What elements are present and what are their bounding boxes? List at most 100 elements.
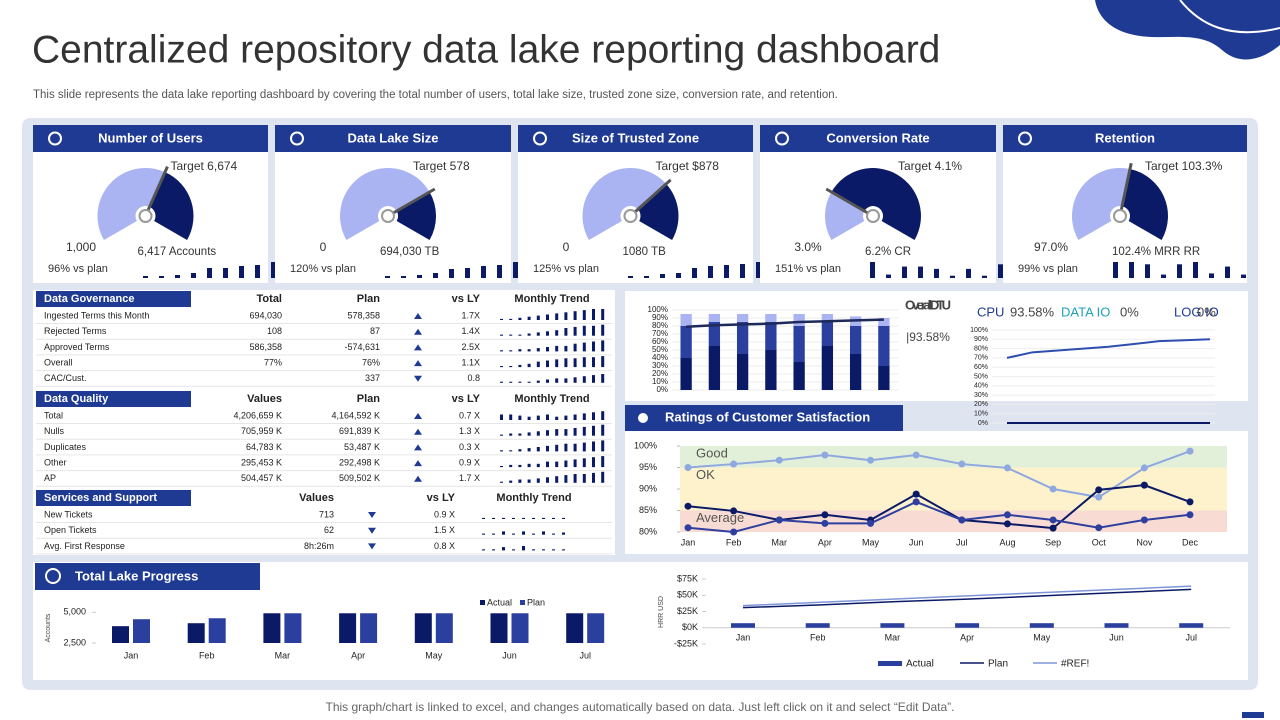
bar [587,613,605,643]
y-tick-label: 10% [974,411,988,418]
series-point [1049,516,1057,524]
card-header [33,125,268,152]
trend-bar [564,429,568,436]
bar [263,613,281,643]
cell: 4,206,659 K [233,410,282,420]
stack-segment [821,322,834,346]
direction-arrow [368,527,376,534]
value-label: 694,030 TB [380,246,440,258]
x-tick-label: Feb [726,537,742,547]
dtu-title: Overall DTU [905,297,951,312]
row-label: Ingested Terms this Month [44,310,149,320]
card-title: Number of Users [98,130,203,145]
y-tick-label: $25K [677,606,698,616]
row-label: Avg. First Response [44,541,125,551]
vs-ly: 1.7 X [459,473,480,483]
x-tick-label: Nov [1136,537,1153,547]
mini-bar [191,273,196,278]
gauge-rest [97,167,166,240]
mini-bar [870,262,875,278]
trend-bar [500,366,503,368]
trend-bar [582,357,586,368]
trend-bar [562,549,565,551]
trend-bar [492,517,495,519]
card-icon [775,131,789,146]
cell: 578,358 [347,310,380,320]
mini-bar [692,268,697,278]
value-label: 102.4% MRR RR [1112,246,1200,258]
bar [284,613,302,643]
trend-bar [555,416,559,420]
trend-bar [582,426,586,436]
trend-bar [555,476,559,483]
trend-bar [500,350,503,352]
series-point [958,460,966,468]
card-icon [290,131,304,146]
trend-bar [582,325,586,336]
band-label: OK [696,467,715,482]
series-point [730,507,738,515]
trend-bar [518,464,522,468]
trend-bar [546,414,549,420]
series-point [1140,516,1148,524]
y-tick-label: 90% [652,313,668,322]
row-label: Duplicates [44,442,87,452]
mini-bar [1225,266,1230,278]
direction-arrow [414,328,422,335]
row-label: Total [44,410,63,420]
trend-bar [536,447,540,452]
trend-bar [500,450,503,452]
series-point [912,451,920,459]
stack-segment [793,314,805,326]
band [680,446,1227,468]
mini-bar [756,262,761,278]
x-tick-label: Aug [999,537,1015,547]
trend-bar [573,474,577,483]
trend-bar [573,443,577,452]
trend-bar [546,430,549,436]
y-tick-label: 20% [974,401,988,408]
section-title: Total Lake Progress [75,568,198,583]
trend-bar [536,415,540,420]
row-label: Approved Terms [44,342,110,352]
y-tick-label: 0% [656,385,668,394]
cell: 77% [264,357,282,367]
trend-bar [509,414,513,420]
section-header [36,490,191,506]
bar [414,613,432,643]
series-point [1095,524,1103,532]
vs-ly: 0.9 X [459,457,480,467]
y-tick-label: 0% [978,420,988,427]
trend-bar [512,549,515,551]
trend-bar [582,342,586,352]
mini-bar [998,264,1003,278]
trend-bar [518,381,522,383]
row-label: AP [44,473,56,483]
x-tick-label: Oct [1092,537,1107,547]
trend-bar [500,414,503,420]
series-point [1186,447,1194,455]
trend-bar [518,334,522,336]
trend-bar [518,364,522,368]
trend-bar [552,533,555,535]
bar [490,613,508,643]
direction-arrow [414,475,422,482]
series-point [1003,464,1011,472]
mini-bar [918,266,923,278]
mini-bar [1129,262,1134,278]
gauge-rest [825,192,865,240]
mini-bar [207,268,212,278]
mini-bar [660,274,665,278]
x-tick-label: Apr [818,537,832,547]
mini-bar [385,276,390,278]
x-tick-label: May [425,650,443,660]
row-label: Other [44,457,67,467]
trend-bar [482,533,485,535]
trend-bar [500,481,503,483]
trend-bar [518,317,522,320]
trend-bar [482,517,485,519]
cell: 509,502 K [339,473,380,483]
stack-segment [680,358,692,390]
decor-strip [1242,712,1264,718]
stack-segment [765,350,777,390]
